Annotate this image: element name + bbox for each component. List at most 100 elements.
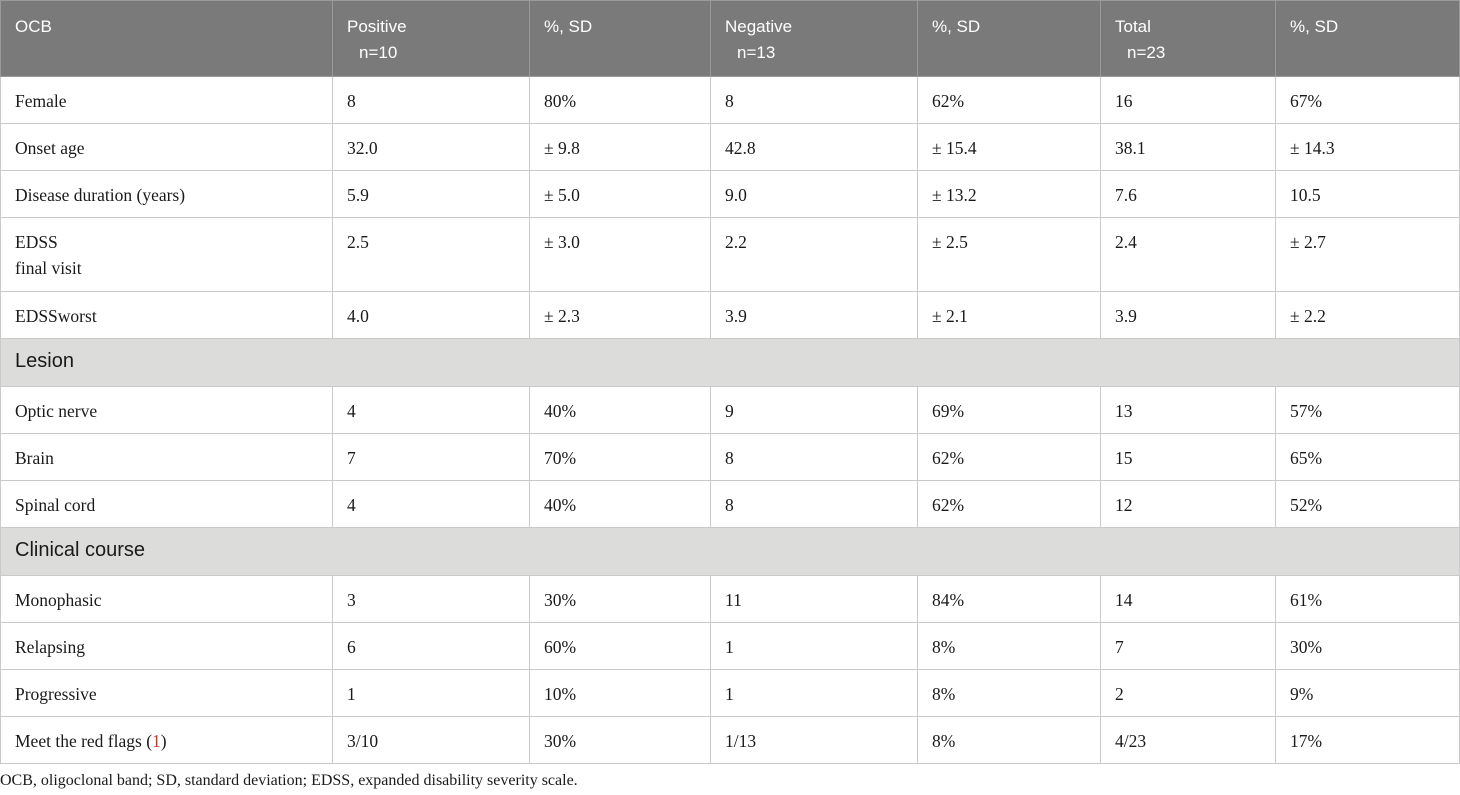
- table-cell: 2: [1100, 669, 1276, 717]
- table-cell: 6: [332, 622, 530, 670]
- header-label: Positive: [347, 17, 407, 36]
- table-row: Disease duration (years) 5.9 ± 5.0 9.0 ± 13.…: [0, 170, 1460, 218]
- table-row: Monophasic 3 30% 11 84% 14 61%: [0, 575, 1460, 623]
- table-cell: 9: [710, 386, 918, 434]
- table-cell: 1: [710, 622, 918, 670]
- row-label-text: Relapsing: [15, 637, 85, 657]
- table-cell: 65%: [1275, 433, 1460, 481]
- section-row: Clinical course: [0, 527, 1460, 576]
- table-cell: 7: [332, 433, 530, 481]
- row-label: Monophasic: [0, 575, 333, 623]
- table-cell: ± 5.0: [529, 170, 711, 218]
- table-cell: 38.1: [1100, 123, 1276, 171]
- table-footnote: OCB, oligoclonal band; SD, standard devi…: [0, 772, 578, 789]
- table-cell: 30%: [1275, 622, 1460, 670]
- table-cell: 10%: [529, 669, 711, 717]
- table-cell: 8: [710, 76, 918, 124]
- table-cell: 16: [1100, 76, 1276, 124]
- table-cell: 80%: [529, 76, 711, 124]
- row-label-text: Spinal cord: [15, 495, 96, 515]
- row-label: Optic nerve: [0, 386, 333, 434]
- row-label-text: Onset age: [15, 138, 85, 158]
- section-heading: Lesion: [0, 338, 1460, 387]
- header-count: n=10: [359, 43, 398, 62]
- table-cell: 61%: [1275, 575, 1460, 623]
- table-cell: 62%: [917, 76, 1101, 124]
- row-label-text: Meet the red flags (: [15, 731, 153, 751]
- row-label-text: ): [160, 731, 167, 751]
- row-label-text: final visit: [15, 258, 82, 278]
- table-cell: 7.6: [1100, 170, 1276, 218]
- table-cell: ± 2.7: [1275, 217, 1460, 292]
- header-row: OCB Positive n=10 %, SD Negative n=13 %, S…: [0, 0, 1460, 77]
- table-row: EDSS final visit 2.5 ± 3.0 2.2 ± 2.5 2.4 ± 2.7: [0, 217, 1460, 292]
- table-cell: ± 15.4: [917, 123, 1101, 171]
- table-row: Brain 7 70% 8 62% 15 65%: [0, 433, 1460, 481]
- table-cell: ± 2.1: [917, 291, 1101, 339]
- row-label: Relapsing: [0, 622, 333, 670]
- table-row: Relapsing 6 60% 1 8% 7 30%: [0, 622, 1460, 670]
- table-cell: 8%: [917, 716, 1101, 764]
- table-cell: ± 3.0: [529, 217, 711, 292]
- row-label: EDSS final visit: [0, 217, 333, 292]
- table-cell: 70%: [529, 433, 711, 481]
- table-cell: 3.9: [1100, 291, 1276, 339]
- table-cell: ± 9.8: [529, 123, 711, 171]
- header-positive-pct: %, SD: [529, 0, 711, 77]
- header-negative: Negative n=13: [710, 0, 918, 77]
- header-total-pct: %, SD: [1275, 0, 1460, 77]
- table-cell: 9.0: [710, 170, 918, 218]
- table-cell: 62%: [917, 433, 1101, 481]
- row-label-text: Female: [15, 91, 67, 111]
- row-label: EDSSworst: [0, 291, 333, 339]
- header-count: n=23: [1127, 43, 1166, 62]
- table-cell: 4.0: [332, 291, 530, 339]
- table-row: Onset age 32.0 ± 9.8 42.8 ± 15.4 38.1 ± 14.3: [0, 123, 1460, 171]
- table-cell: 42.8: [710, 123, 918, 171]
- table-row: Progressive 1 10% 1 8% 2 9%: [0, 669, 1460, 717]
- section-heading: Clinical course: [0, 527, 1460, 576]
- table-cell: ± 2.2: [1275, 291, 1460, 339]
- ocb-characteristics-table: OCB Positive n=10 %, SD Negative n=13 %, S…: [0, 0, 1460, 764]
- table-cell: 17%: [1275, 716, 1460, 764]
- table-cell: ± 2.3: [529, 291, 711, 339]
- table-cell: 9%: [1275, 669, 1460, 717]
- header-positive: Positive n=10: [332, 0, 530, 77]
- row-label: Progressive: [0, 669, 333, 717]
- reference-link[interactable]: 1: [152, 731, 161, 751]
- table-cell: 84%: [917, 575, 1101, 623]
- row-label-text: Progressive: [15, 684, 97, 704]
- table-cell: 14: [1100, 575, 1276, 623]
- table-cell: 15: [1100, 433, 1276, 481]
- header-count: n=13: [737, 43, 776, 62]
- row-label: Meet the red flags (1): [0, 716, 333, 764]
- table-cell: 3: [332, 575, 530, 623]
- table-header: OCB Positive n=10 %, SD Negative n=13 %, S…: [0, 0, 1460, 77]
- row-label-text: Optic nerve: [15, 401, 98, 421]
- table-cell: 32.0: [332, 123, 530, 171]
- table-cell: 52%: [1275, 480, 1460, 528]
- table-row: Spinal cord 4 40% 8 62% 12 52%: [0, 480, 1460, 528]
- row-label-text: Monophasic: [15, 590, 102, 610]
- table-cell: 30%: [529, 575, 711, 623]
- header-label: %, SD: [544, 17, 593, 36]
- row-label-text: Disease duration (years): [15, 185, 186, 205]
- table-row: EDSSworst 4.0 ± 2.3 3.9 ± 2.1 3.9 ± 2.2: [0, 291, 1460, 339]
- table-cell: 1: [710, 669, 918, 717]
- row-label: Spinal cord: [0, 480, 333, 528]
- header-label: %, SD: [932, 17, 981, 36]
- table-cell: 8%: [917, 622, 1101, 670]
- row-label: Onset age: [0, 123, 333, 171]
- table-cell: 8: [710, 433, 918, 481]
- table-cell: 69%: [917, 386, 1101, 434]
- table-row: Female 8 80% 8 62% 16 67%: [0, 76, 1460, 124]
- table-cell: 67%: [1275, 76, 1460, 124]
- table-cell: ± 2.5: [917, 217, 1101, 292]
- table-cell: 8: [710, 480, 918, 528]
- table-cell: 13: [1100, 386, 1276, 434]
- table-cell: ± 13.2: [917, 170, 1101, 218]
- table-cell: 2.2: [710, 217, 918, 292]
- table-cell: 2.5: [332, 217, 530, 292]
- table-cell: 12: [1100, 480, 1276, 528]
- table-cell: 8: [332, 76, 530, 124]
